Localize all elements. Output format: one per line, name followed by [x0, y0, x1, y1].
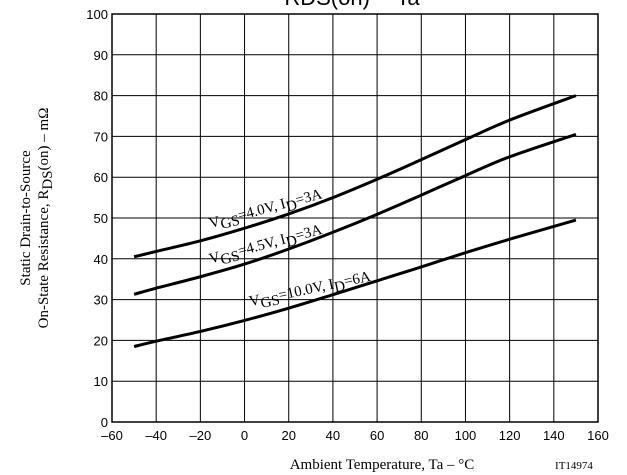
y-tick-label: 10: [94, 374, 108, 389]
y-tick-label: 100: [86, 7, 108, 22]
x-tick-label: –40: [145, 428, 167, 443]
x-axis-title: Ambient Temperature, Ta – °C: [290, 457, 475, 473]
series-label-part: =3A: [294, 186, 324, 208]
grid: [112, 14, 598, 422]
y-axis-title-line2: On-State Resistance, RDS(on) – mΩ: [36, 108, 56, 329]
series-label-part: =3A: [294, 222, 324, 244]
chart-title: RDS(on) -- Ta: [284, 0, 420, 10]
y-axis-title-sub: DS: [40, 170, 56, 189]
y-tick-label: 70: [94, 129, 108, 144]
y-tick-label: 0: [101, 415, 108, 430]
series-label: VGS=10.0V, ID=6A: [248, 269, 373, 314]
x-tick-label: –60: [101, 428, 123, 443]
y-tick-label: 60: [94, 170, 108, 185]
x-tick-label: 160: [587, 428, 609, 443]
x-tick-label: 140: [543, 428, 565, 443]
x-tick-label: 80: [414, 428, 428, 443]
series-label-part: =4.0V, I: [236, 196, 287, 224]
x-tick-label: 20: [281, 428, 295, 443]
y-tick-label: 90: [94, 48, 108, 63]
figure-id: IT14974: [555, 460, 593, 472]
y-tick-label: 20: [94, 333, 108, 348]
y-tick-labels: 0 10 20 30 40 50 60 70 80 90 100: [86, 7, 108, 430]
x-tick-label: 0: [241, 428, 248, 443]
x-tick-label: 100: [455, 428, 477, 443]
x-tick-labels: –60 –40 –20 0 20 40 60 80 100 120 140 160: [101, 428, 609, 443]
y-tick-label: 50: [94, 211, 108, 226]
series-label-part: =4.5V, I: [236, 232, 287, 260]
y-axis-title-line1: Static Drain-to-Source: [18, 150, 34, 286]
x-tick-label: 40: [326, 428, 340, 443]
x-tick-label: –20: [190, 428, 212, 443]
x-tick-label: 120: [499, 428, 521, 443]
y-axis-title-main: On-State Resistance, R: [36, 190, 52, 329]
series-label-part: =6A: [343, 269, 373, 290]
y-tick-label: 80: [94, 89, 108, 104]
y-tick-label: 30: [94, 293, 108, 308]
x-tick-label: 60: [370, 428, 384, 443]
y-tick-label: 40: [94, 252, 108, 267]
y-axis-title: Static Drain-to-Source On-State Resistan…: [18, 108, 56, 329]
y-axis-title-tail: (on) – mΩ: [36, 108, 52, 171]
